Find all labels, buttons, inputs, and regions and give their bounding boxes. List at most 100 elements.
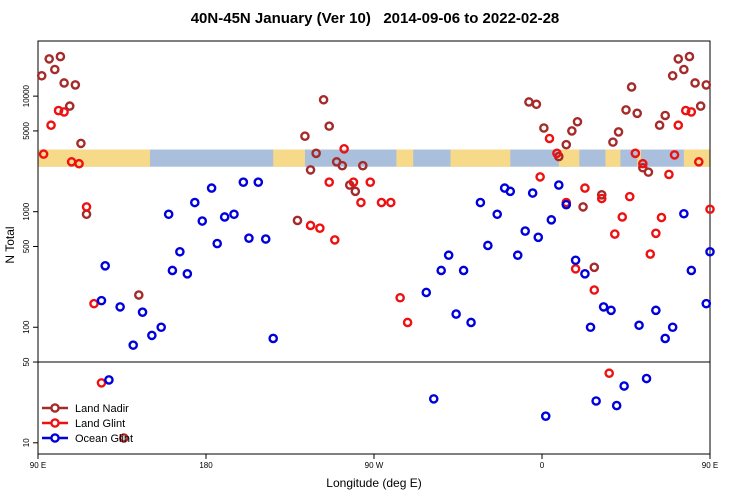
- y-tick-label: 5000: [22, 121, 31, 139]
- ocean-glint-point: [421, 287, 432, 298]
- ocean-glint-point: [137, 307, 148, 317]
- y-tick-label: 100: [22, 320, 31, 334]
- ocean-glint-point: [260, 234, 271, 244]
- y-tick-label: 50: [22, 357, 31, 366]
- ocean-glint-point: [100, 261, 110, 271]
- land-glint-point: [385, 197, 396, 208]
- ocean-glint-point: [619, 381, 629, 391]
- land-nadir-point: [119, 433, 129, 443]
- land-nadir-point: [701, 80, 712, 90]
- land-nadir-point: [695, 101, 706, 111]
- legend-marker-land-glint: [50, 418, 60, 428]
- land-glint-point: [46, 120, 56, 131]
- land-nadir-point: [660, 110, 671, 121]
- ocean-glint-point: [451, 309, 461, 319]
- ocean-glint-point: [667, 322, 678, 333]
- ocean-glint-point: [660, 333, 671, 344]
- ocean-glint-point: [147, 330, 157, 341]
- land-glint-point: [356, 197, 366, 208]
- ocean-glint-point: [197, 216, 208, 226]
- land-glint-point: [74, 158, 84, 169]
- land-glint-point: [96, 378, 107, 388]
- ocean-glint-point: [443, 250, 454, 261]
- land-nadir-point: [50, 64, 60, 75]
- land-glint-point: [651, 228, 661, 239]
- y-axis-label: N Total: [3, 226, 17, 264]
- land-glint-point: [656, 212, 667, 223]
- land-nadir-point: [638, 162, 648, 173]
- ocean-glint-point: [156, 322, 166, 333]
- x-tick-label: 90 E: [30, 461, 46, 470]
- land-glint-point: [596, 193, 607, 204]
- plot-frame: [37, 40, 711, 455]
- land-glint-point: [38, 149, 49, 159]
- ocean-glint-point: [585, 322, 596, 333]
- chart-title: 40N-45N January (Ver 10) 2014-09-06 to 2…: [190, 10, 560, 27]
- land-nadir-point: [59, 78, 69, 88]
- ocean-glint-point: [591, 396, 601, 406]
- land-band-segment: [605, 149, 621, 167]
- ocean-glint-point: [527, 188, 538, 198]
- land-glint-point: [617, 212, 628, 222]
- ocean-glint-point: [163, 209, 174, 220]
- land-glint-point: [664, 169, 674, 180]
- land-nadir-point: [324, 121, 335, 131]
- land-glint-point: [402, 317, 413, 328]
- ocean-glint-point: [505, 186, 516, 197]
- ocean-glint-point: [182, 269, 193, 279]
- land-glint-point: [570, 264, 581, 274]
- land-glint-point: [544, 133, 555, 144]
- ocean-glint-point: [705, 246, 715, 257]
- ocean-glint-point: [96, 295, 107, 306]
- land-nadir-point: [292, 215, 303, 226]
- ocean-glint-point: [606, 305, 616, 316]
- y-tick-label: 500: [22, 239, 31, 253]
- land-glint-point: [680, 105, 691, 116]
- land-nadir-point: [531, 99, 542, 110]
- land-nadir-point: [357, 160, 368, 171]
- land-band-segment: [558, 149, 580, 167]
- ocean-glint-point: [268, 333, 279, 344]
- land-glint-point: [395, 292, 405, 303]
- land-nadir-point: [311, 148, 321, 159]
- land-glint-point: [348, 177, 359, 187]
- ocean-glint-point: [580, 269, 590, 279]
- ocean-glint-point: [641, 373, 652, 384]
- land-band-segment: [273, 149, 305, 167]
- land-nadir-point: [567, 126, 577, 136]
- ocean-glint-point: [540, 411, 551, 421]
- ocean-glint-point: [570, 255, 581, 266]
- land-nadir-point: [70, 80, 81, 90]
- ocean-glint-point: [701, 298, 712, 309]
- land-glint-point: [686, 107, 697, 117]
- land-nadir-point: [679, 64, 689, 75]
- land-band-segment: [450, 149, 511, 167]
- ocean-glint-point: [244, 233, 254, 243]
- land-glint-point: [81, 202, 92, 212]
- land-nadir-point: [55, 51, 66, 62]
- ocean-glint-point: [475, 197, 486, 208]
- land-nadir-point: [654, 120, 665, 131]
- ocean-glint-point: [253, 177, 264, 187]
- land-glint-point: [53, 105, 64, 116]
- land-nadir-point: [621, 105, 631, 115]
- land-nadir-point: [337, 160, 348, 171]
- ocean-glint-point: [238, 177, 249, 187]
- land-glint-point: [324, 177, 335, 187]
- land-glint-point: [604, 368, 615, 379]
- land-nadir-point: [81, 209, 92, 220]
- land-nadir-point: [76, 138, 86, 149]
- land-glint-point: [59, 107, 69, 117]
- land-nadir-point: [539, 123, 549, 133]
- ocean-glint-point: [189, 197, 200, 208]
- land-band-segment: [38, 149, 150, 167]
- ocean-glint-point: [175, 246, 185, 257]
- land-nadir-point: [133, 290, 144, 300]
- land-glint-point: [376, 197, 387, 208]
- ocean-glint-point: [206, 183, 217, 193]
- y-tick-label: 1000: [22, 202, 31, 220]
- land-glint-point: [669, 150, 680, 160]
- ocean-glint-point: [686, 265, 697, 276]
- land-nadir-point: [684, 51, 695, 62]
